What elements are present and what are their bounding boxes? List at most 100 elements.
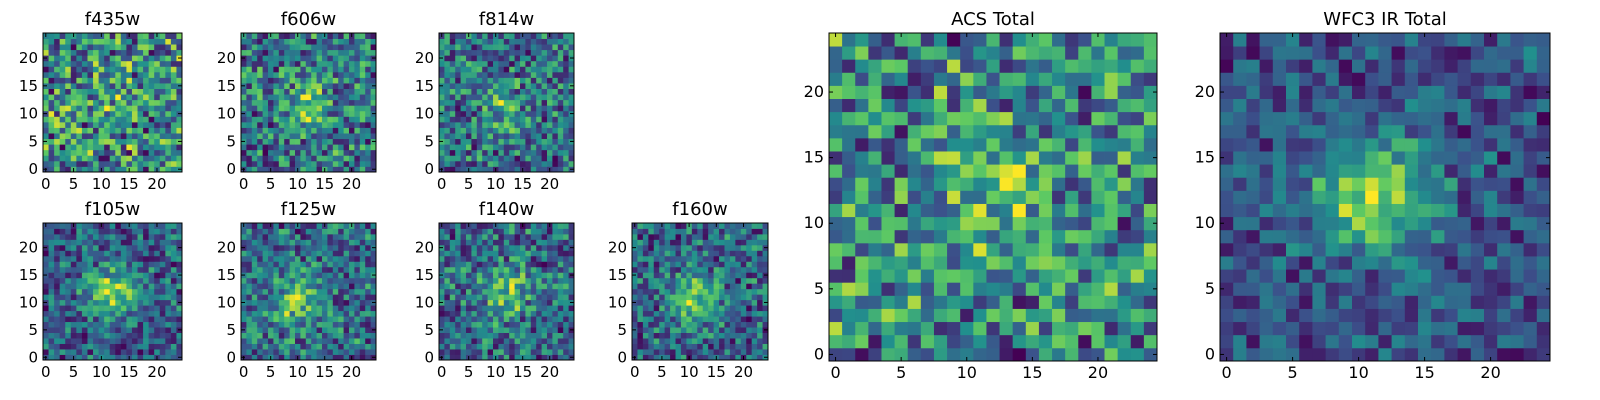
heatmap-cell <box>1065 190 1079 204</box>
heatmap-cell <box>143 343 150 350</box>
heatmap-cell <box>1117 334 1132 349</box>
axes-frame <box>42 32 183 173</box>
heatmap-cell <box>354 233 361 240</box>
heatmap-cell <box>54 305 61 312</box>
heatmap-cell <box>637 321 644 328</box>
heatmap-cell <box>509 338 515 344</box>
heatmap-cell <box>536 121 542 128</box>
heatmap-cell <box>241 332 247 339</box>
heatmap-cell <box>76 166 83 173</box>
heatmap-cell <box>460 133 467 140</box>
heatmap-cell <box>498 223 505 229</box>
heatmap-cell <box>675 299 682 306</box>
heatmap-cell <box>746 272 753 279</box>
heatmap-cell <box>536 327 542 333</box>
heatmap-cell <box>740 294 747 301</box>
heatmap-cell <box>159 94 166 101</box>
heatmap-cell <box>724 354 731 361</box>
heatmap-cell <box>289 255 296 262</box>
heatmap-cell <box>59 338 66 344</box>
heatmap-cell <box>268 55 274 62</box>
heatmap-cell <box>444 121 451 128</box>
heatmap-cell <box>295 283 301 290</box>
heatmap-cell <box>1078 334 1092 349</box>
heatmap-cell <box>552 38 559 45</box>
heatmap-cell <box>143 288 150 295</box>
heatmap-cell <box>98 244 105 251</box>
heatmap-cell <box>126 94 133 101</box>
heatmap-cell <box>59 321 66 328</box>
heatmap-cell <box>65 294 72 301</box>
heatmap-cell <box>691 316 698 323</box>
heatmap-cell <box>343 149 350 156</box>
heatmap-cell <box>176 288 183 295</box>
heatmap-cell <box>327 88 334 95</box>
heatmap-cell <box>284 233 290 240</box>
heatmap-cell <box>471 283 478 290</box>
heatmap-cell <box>1130 334 1145 349</box>
heatmap-cell <box>460 144 467 151</box>
heatmap-cell <box>547 261 553 268</box>
heatmap-cell <box>842 216 856 231</box>
heatmap-cell <box>547 44 553 51</box>
heatmap-cell <box>273 327 280 333</box>
heatmap-cell <box>241 338 247 344</box>
heatmap-cell <box>455 349 461 355</box>
heatmap-cell <box>1104 269 1119 283</box>
heatmap-cell <box>98 110 105 117</box>
heatmap-cell <box>109 338 116 344</box>
heatmap-cell <box>115 138 122 145</box>
heatmap-cell <box>894 269 909 283</box>
heatmap-cell <box>43 99 49 106</box>
heatmap-cell <box>251 244 258 251</box>
heatmap-cell <box>986 229 1000 244</box>
heatmap-cell <box>332 138 339 145</box>
heatmap-cell <box>498 133 505 140</box>
heatmap-cell <box>493 261 499 268</box>
heatmap-cell <box>482 49 488 56</box>
heatmap-cell <box>115 277 122 284</box>
heatmap-cell <box>48 272 55 279</box>
heatmap-cell <box>894 229 909 244</box>
heatmap-cell <box>289 55 296 62</box>
heatmap-cell <box>311 49 317 56</box>
heatmap-cell <box>59 77 66 84</box>
heatmap-cell <box>120 155 127 162</box>
heatmap-cell <box>81 160 88 167</box>
heatmap-cell <box>43 44 49 51</box>
heatmap-cell <box>476 44 483 51</box>
heatmap-cell <box>154 250 161 257</box>
heatmap-cell <box>487 38 494 45</box>
heatmap-cell <box>76 299 83 306</box>
heatmap-cell <box>536 44 542 51</box>
heatmap-cell <box>986 164 1000 178</box>
heatmap-cell <box>87 321 94 328</box>
heatmap-cell <box>487 288 494 295</box>
heatmap-cell <box>933 269 948 283</box>
heatmap-cell <box>284 99 290 106</box>
heatmap-cell <box>476 166 483 173</box>
heatmap-cell <box>76 294 83 301</box>
heatmap-cell <box>305 354 312 361</box>
heatmap-cell <box>148 327 155 333</box>
heatmap-cell <box>557 38 564 45</box>
heatmap-cell <box>1091 334 1105 349</box>
heatmap-cell <box>493 133 499 140</box>
heatmap-cell <box>70 261 77 268</box>
heatmap-cell <box>487 338 494 344</box>
heatmap-cell <box>697 305 704 312</box>
heatmap-cell <box>471 66 478 73</box>
heatmap-cell <box>729 255 736 262</box>
heatmap-cell <box>251 283 258 290</box>
heatmap-cell <box>708 310 714 317</box>
heatmap-cell <box>316 49 323 56</box>
heatmap-cell <box>1143 347 1158 362</box>
heatmap-cell <box>81 288 88 295</box>
heatmap-cell <box>87 305 94 312</box>
heatmap-cell <box>241 266 247 273</box>
heatmap-cell <box>93 310 99 317</box>
heatmap-cell <box>1052 269 1066 283</box>
heatmap-cell <box>762 239 769 246</box>
heatmap-cell <box>439 233 445 240</box>
